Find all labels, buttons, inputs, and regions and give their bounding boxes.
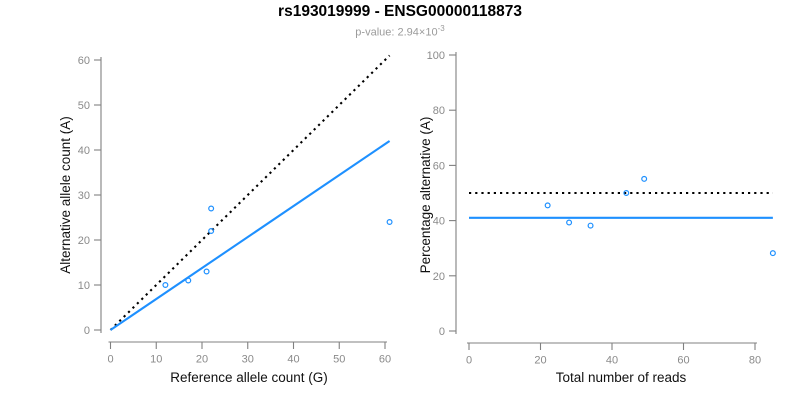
figure-subtitle: p-value: 2.94×10-3 [0, 24, 800, 39]
x-tick-label: 50 [333, 354, 345, 366]
right-x-axis-title: Total number of reads [555, 370, 687, 385]
data-point [185, 277, 192, 284]
y-tick-label: 40 [78, 145, 90, 157]
y-tick-label: 60 [433, 160, 445, 172]
x-tick-label: 0 [466, 355, 472, 367]
y-tick-label: 10 [78, 280, 90, 292]
y-tick-label: 60 [78, 55, 90, 67]
percentage-alternative-scatter: 0 20 40 60 80 100 0 20 40 60 80 [427, 50, 776, 367]
fit-line [109, 140, 391, 331]
y-tick-label: 20 [433, 271, 445, 283]
x-tick-label: 30 [242, 354, 254, 366]
data-point [587, 222, 594, 229]
x-tick-label: 80 [749, 355, 761, 367]
pvalue-text: p-value: 2.94×10 [355, 26, 438, 39]
x-tick-label: 0 [107, 354, 113, 366]
y-tick-label: 80 [433, 105, 445, 117]
left-y-axis-title: Alternative allele count (A) [58, 116, 73, 274]
figure-title: rs193019999 - ENSG00000118873 [278, 3, 522, 20]
y-tick-label: 0 [84, 325, 90, 337]
x-tick-label: 60 [379, 354, 391, 366]
y-tick-label: 30 [78, 190, 90, 202]
x-tick-label: 40 [287, 354, 299, 366]
x-tick-label: 20 [196, 354, 208, 366]
x-tick-label: 40 [606, 355, 618, 367]
identity-line [109, 54, 391, 331]
y-tick-label: 100 [427, 50, 445, 62]
data-point [203, 268, 210, 275]
data-point [623, 190, 630, 197]
data-point [162, 282, 169, 289]
pvalue-exponent: -3 [437, 24, 445, 33]
left-x-axis-title: Reference allele count (G) [170, 370, 328, 385]
data-point [208, 228, 215, 235]
data-point [386, 219, 393, 226]
y-tick-label: 50 [78, 100, 90, 112]
data-point [566, 219, 573, 226]
x-tick-label: 10 [150, 354, 162, 366]
x-tick-label: 60 [677, 355, 689, 367]
y-tick-label: 20 [78, 235, 90, 247]
data-point [769, 250, 776, 257]
data-point [208, 205, 215, 212]
x-tick-label: 20 [534, 355, 546, 367]
y-tick-label: 0 [439, 326, 445, 338]
data-point [641, 175, 648, 182]
allele-count-scatter: 0 10 20 30 40 50 60 0 10 20 30 40 50 60 [78, 54, 393, 366]
y-tick-label: 40 [433, 216, 445, 228]
right-y-axis-title: Percentage alternative (A) [418, 116, 433, 274]
data-point [544, 202, 551, 209]
